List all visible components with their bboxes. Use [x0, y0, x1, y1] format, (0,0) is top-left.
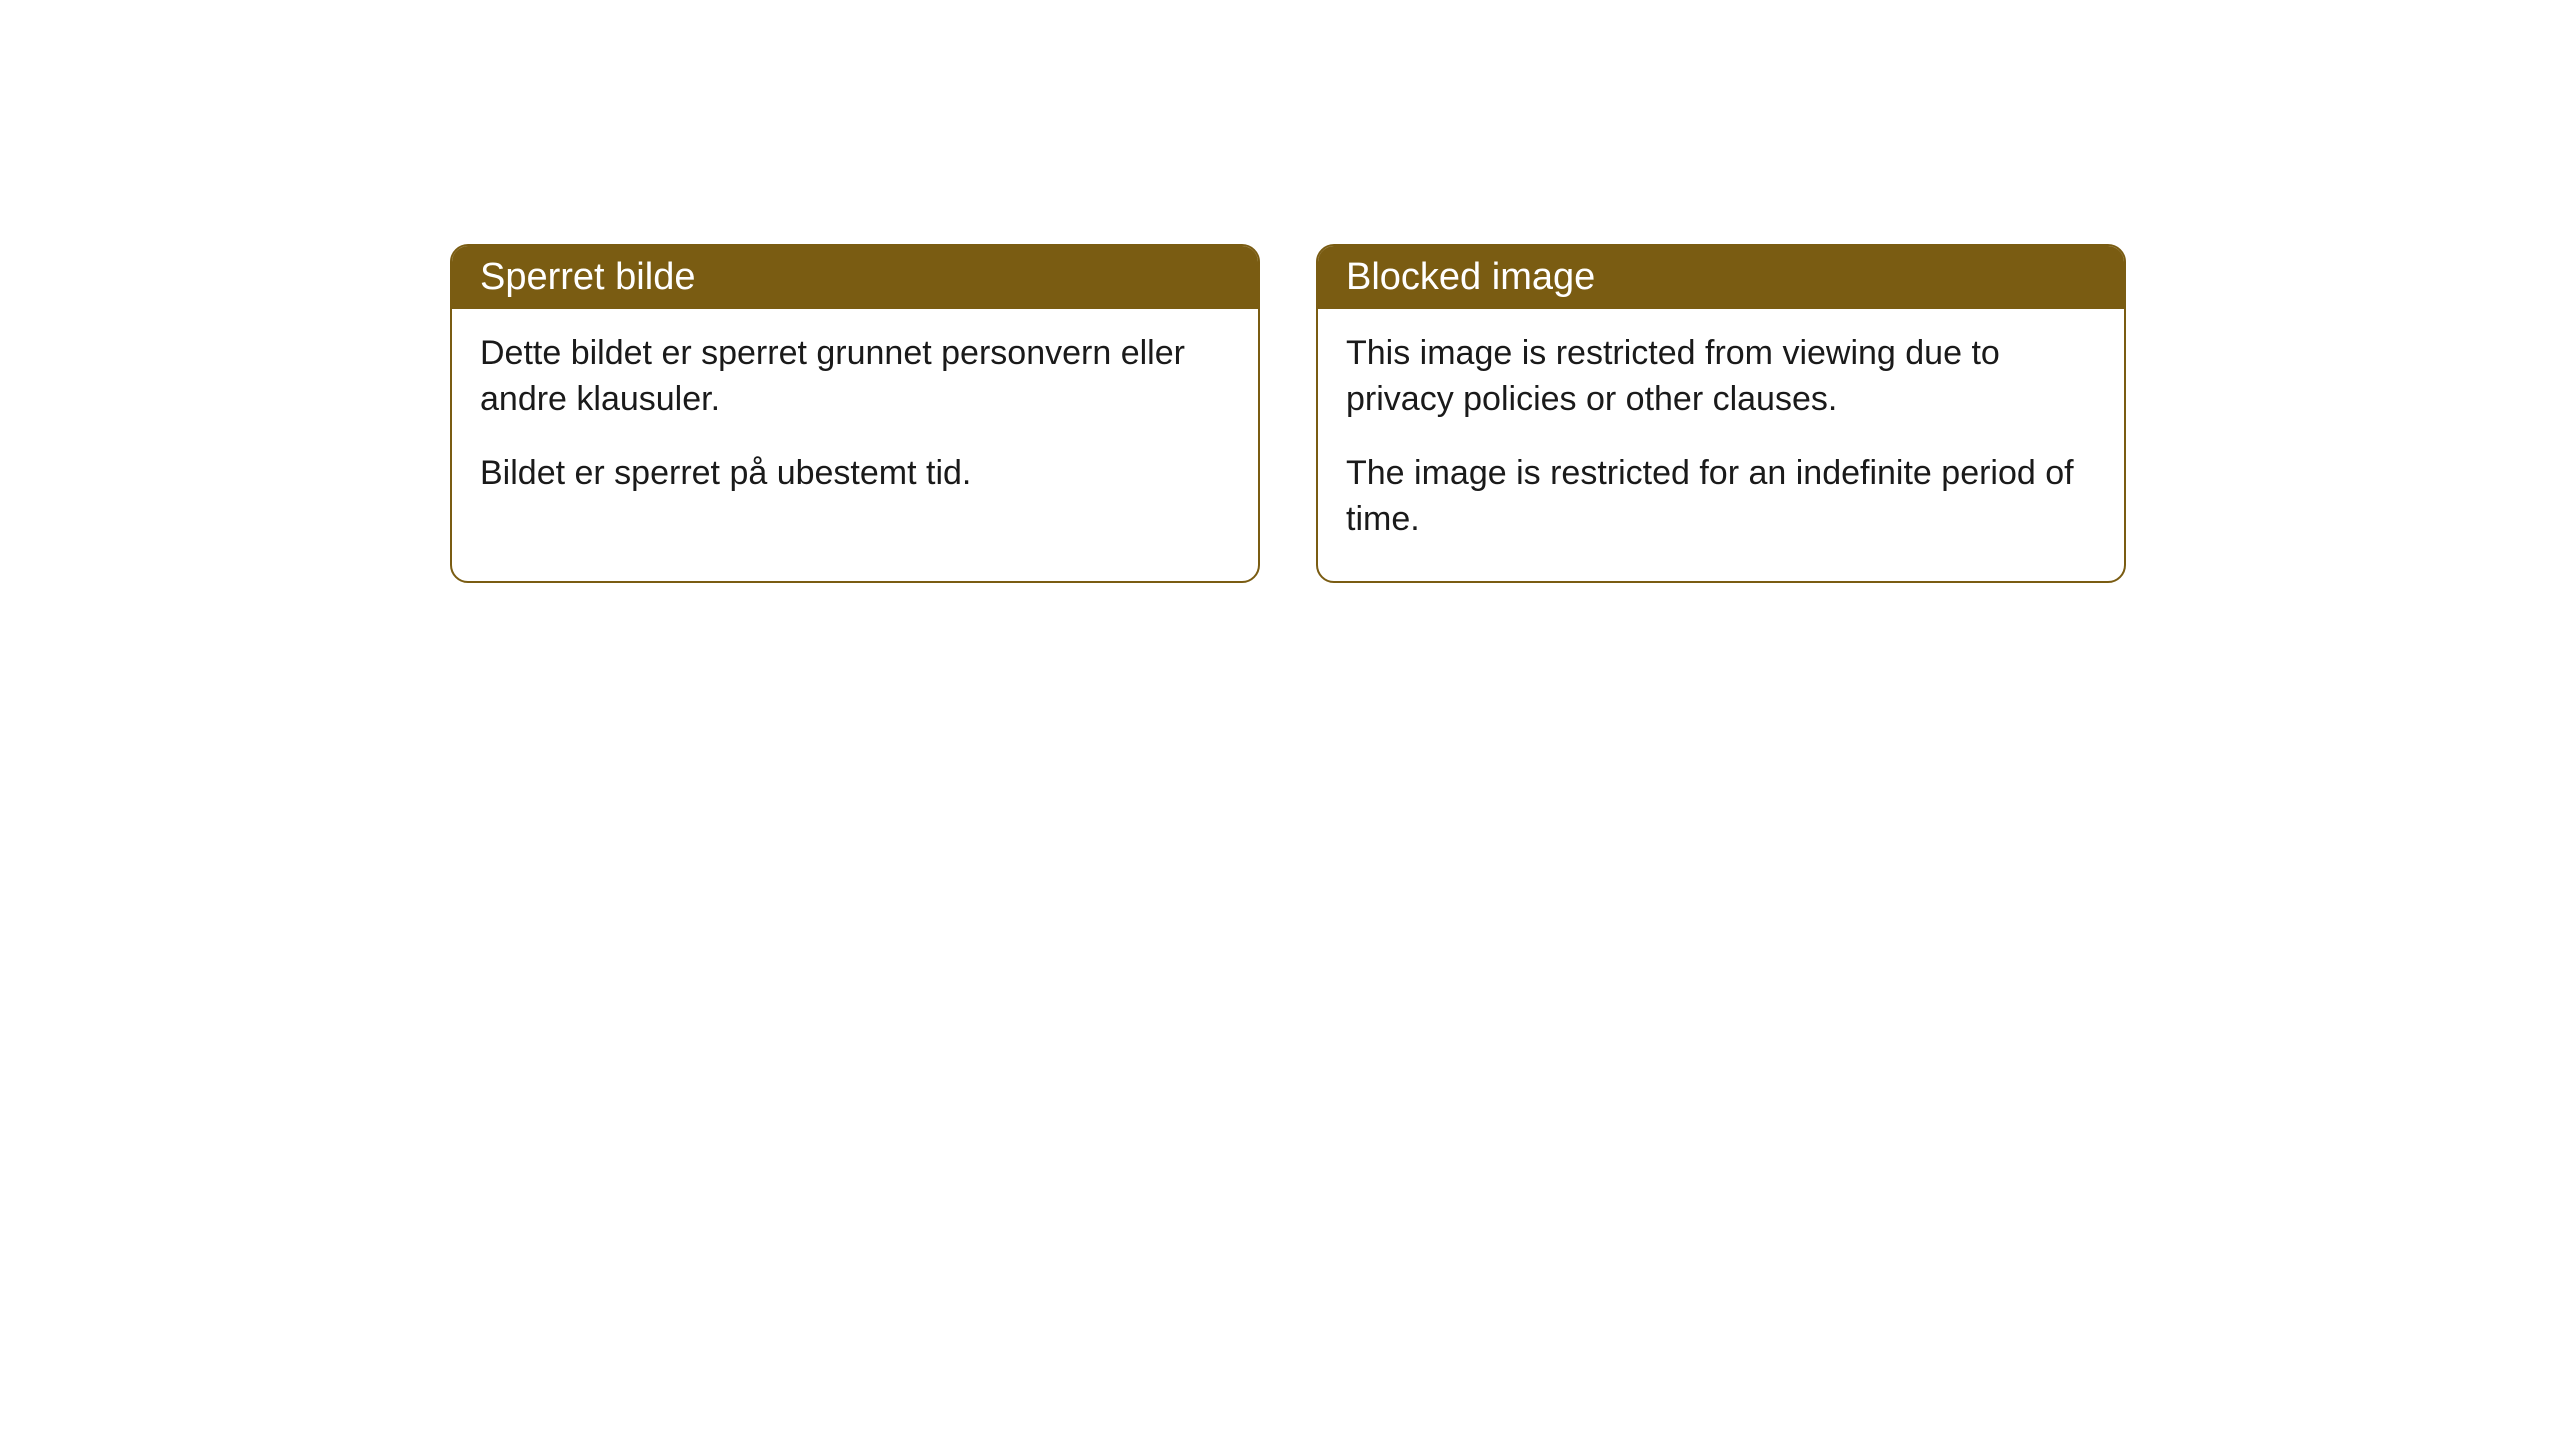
card-paragraph: The image is restricted for an indefinit… [1346, 451, 2096, 543]
card-header-english: Blocked image [1318, 246, 2124, 309]
card-paragraph: Bildet er sperret på ubestemt tid. [480, 451, 1230, 497]
card-body-english: This image is restricted from viewing du… [1318, 309, 2124, 581]
notice-card-norwegian: Sperret bilde Dette bildet er sperret gr… [450, 244, 1260, 583]
notice-container: Sperret bilde Dette bildet er sperret gr… [450, 244, 2126, 583]
card-paragraph: This image is restricted from viewing du… [1346, 331, 2096, 423]
card-title: Sperret bilde [480, 256, 695, 298]
notice-card-english: Blocked image This image is restricted f… [1316, 244, 2126, 583]
card-body-norwegian: Dette bildet er sperret grunnet personve… [452, 309, 1258, 535]
card-header-norwegian: Sperret bilde [452, 246, 1258, 309]
card-title: Blocked image [1346, 256, 1595, 298]
card-paragraph: Dette bildet er sperret grunnet personve… [480, 331, 1230, 423]
